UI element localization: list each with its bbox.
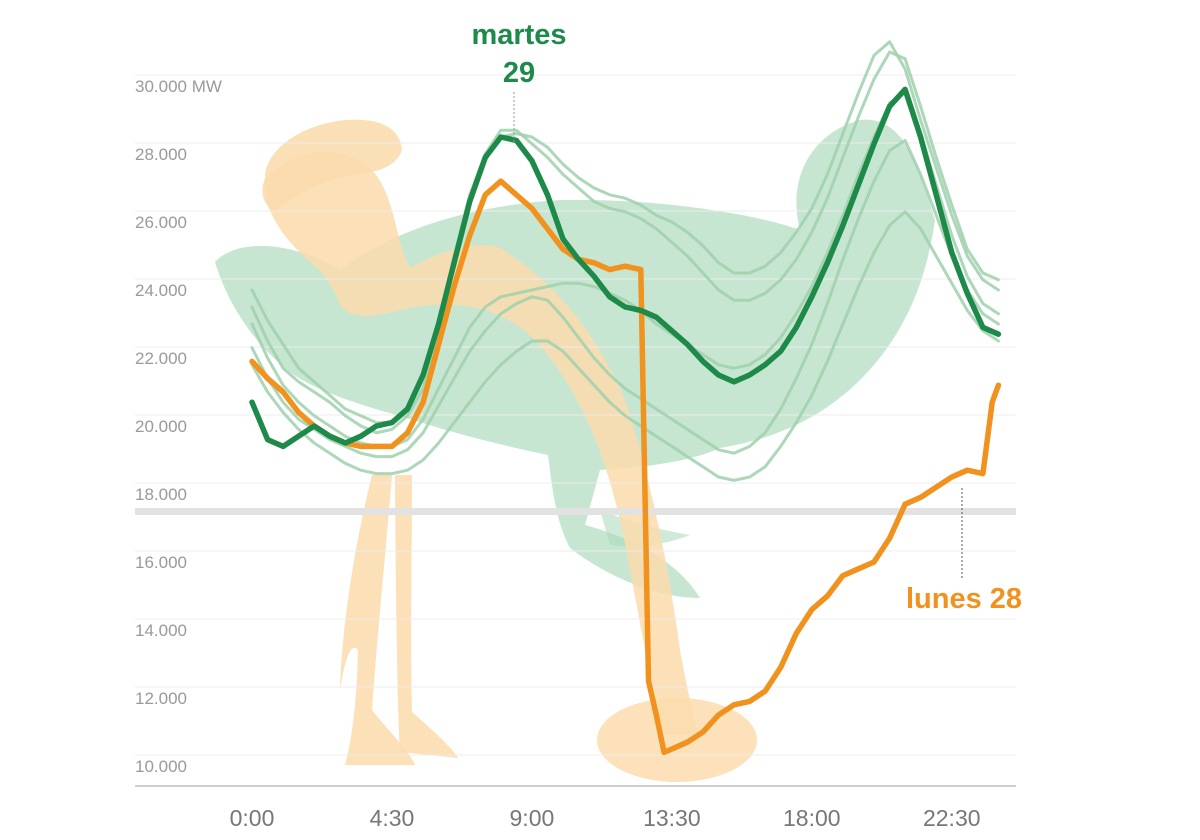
other-days-series — [250, 40, 1000, 482]
ostrich-right-leg — [395, 475, 458, 758]
y-tick-label: 16.000 — [135, 553, 187, 572]
y-tick-label: 18.000 — [135, 485, 187, 504]
y-tick-label: 28.000 — [135, 145, 187, 164]
y-tick-label: 22.000 — [135, 349, 187, 368]
highlighted-series — [249, 86, 1002, 756]
y-tick-labels: 10.000 12.000 14.000 16.000 18.000 20.000 22.0… — [135, 77, 222, 776]
ostrich-neck — [264, 151, 698, 736]
x-tick-label: 4:30 — [370, 805, 415, 831]
ostrich-foot-blob — [597, 698, 757, 782]
martes-label-number: 29 — [503, 57, 535, 89]
lunes-label: lunes 28 — [906, 583, 1022, 615]
martes-29-line — [249, 86, 1002, 450]
y-tick-label: 26.000 — [135, 213, 187, 232]
x-tick-label: 13:30 — [643, 805, 701, 831]
x-tick-labels: 0:00 4:30 9:00 13:30 18:00 22:30 — [230, 805, 981, 831]
y-tick-label: 20.000 — [135, 417, 187, 436]
other-day-line — [250, 40, 1000, 435]
ostrich-illustration — [215, 119, 935, 782]
other-day-line — [250, 50, 1000, 425]
y-tick-label: 14.000 — [135, 621, 187, 640]
other-day-line — [250, 210, 1000, 482]
x-tick-label: 22:30 — [923, 805, 981, 831]
lunes-28-line — [249, 178, 1002, 756]
other-day-line — [250, 138, 1000, 459]
ostrich-left-leg — [340, 475, 415, 765]
y-tick-label: 24.000 — [135, 281, 187, 300]
axis-break-band — [135, 508, 1016, 515]
y-tick-label: 10.000 — [135, 757, 187, 776]
martes-label-day: martes — [471, 19, 566, 51]
x-tick-label: 18:00 — [783, 805, 841, 831]
y-tick-label: 30.000 MW — [135, 77, 222, 96]
y-gridlines — [135, 74, 1016, 756]
x-tick-label: 9:00 — [510, 805, 555, 831]
x-tick-label: 0:00 — [230, 805, 275, 831]
y-tick-label: 12.000 — [135, 689, 187, 708]
